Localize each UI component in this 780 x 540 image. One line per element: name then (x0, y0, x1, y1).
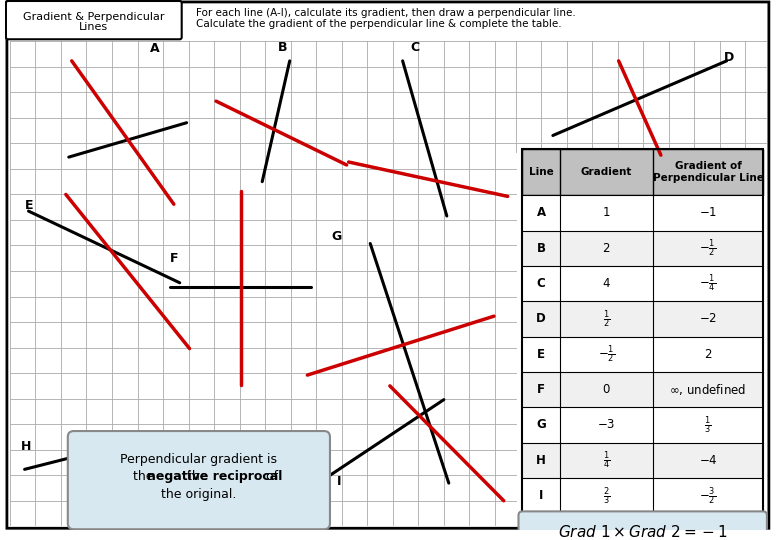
Text: F: F (537, 383, 545, 396)
Bar (523, 301, 763, 336)
Text: 1: 1 (603, 206, 610, 219)
Text: the: the (186, 470, 211, 483)
Text: $\it{Grad\ 1} \times \it{Grad\ 2} = -1$: $\it{Grad\ 1} \times \it{Grad\ 2} = -1$ (558, 524, 728, 540)
Text: B: B (537, 242, 545, 255)
Text: $-2$: $-2$ (699, 313, 717, 326)
Text: the original.: the original. (161, 488, 236, 501)
Bar (523, 266, 763, 301)
Bar (523, 149, 763, 514)
Bar (523, 336, 763, 372)
Text: $-1$: $-1$ (699, 206, 717, 219)
Text: Lines: Lines (79, 22, 108, 32)
Text: C: C (410, 41, 420, 54)
Text: $\frac{1}{4}$: $\frac{1}{4}$ (603, 449, 610, 471)
Bar (523, 195, 763, 231)
Text: $-\frac{1}{4}$: $-\frac{1}{4}$ (700, 273, 717, 294)
Text: 2: 2 (603, 242, 610, 255)
Text: A: A (537, 206, 546, 219)
Text: $\infty$, undefined: $\infty$, undefined (669, 382, 746, 397)
Text: $-4$: $-4$ (699, 454, 718, 467)
Bar (523, 149, 763, 195)
Text: Line: Line (529, 167, 554, 177)
Text: Perpendicular gradient is: Perpendicular gradient is (120, 453, 278, 465)
Bar (523, 372, 763, 407)
Text: $-\frac{1}{2}$: $-\frac{1}{2}$ (597, 343, 615, 365)
Text: B: B (278, 41, 287, 54)
FancyBboxPatch shape (68, 431, 330, 529)
Text: For each line (A-I), calculate its gradient, then draw a perpendicular line.
Cal: For each line (A-I), calculate its gradi… (197, 8, 576, 30)
Text: C: C (537, 277, 545, 290)
Text: H: H (20, 440, 31, 453)
Text: A: A (151, 42, 160, 55)
Text: E: E (25, 199, 33, 212)
Text: G: G (536, 418, 546, 431)
Bar (523, 231, 763, 266)
Text: $2$: $2$ (704, 348, 712, 361)
FancyBboxPatch shape (6, 1, 182, 39)
Text: 0: 0 (603, 383, 610, 396)
Text: G: G (331, 230, 341, 242)
Text: $-3$: $-3$ (597, 418, 615, 431)
Bar (523, 407, 763, 443)
Text: Gradient & Perpendicular: Gradient & Perpendicular (23, 12, 164, 22)
Text: $\frac{1}{3}$: $\frac{1}{3}$ (704, 414, 711, 436)
Text: D: D (536, 313, 546, 326)
FancyBboxPatch shape (7, 2, 769, 528)
Text: E: E (537, 348, 545, 361)
Bar (523, 443, 763, 478)
FancyBboxPatch shape (519, 511, 767, 540)
Text: $-\frac{1}{2}$: $-\frac{1}{2}$ (700, 238, 717, 259)
Text: $-\frac{3}{2}$: $-\frac{3}{2}$ (700, 485, 717, 507)
Text: $\frac{1}{2}$: $\frac{1}{2}$ (603, 308, 610, 330)
Text: I: I (539, 489, 543, 502)
Text: of: of (262, 470, 278, 483)
Text: D: D (724, 51, 734, 64)
Text: I: I (337, 475, 342, 488)
Text: Gradient of
Perpendicular Line: Gradient of Perpendicular Line (653, 161, 764, 183)
Text: negative reciprocal: negative reciprocal (147, 470, 282, 483)
Text: 4: 4 (603, 277, 610, 290)
Bar (523, 478, 763, 514)
Text: $\frac{2}{3}$: $\frac{2}{3}$ (603, 485, 610, 507)
Text: the: the (133, 470, 157, 483)
Text: Gradient: Gradient (580, 167, 632, 177)
Text: F: F (170, 252, 179, 265)
Text: H: H (536, 454, 546, 467)
